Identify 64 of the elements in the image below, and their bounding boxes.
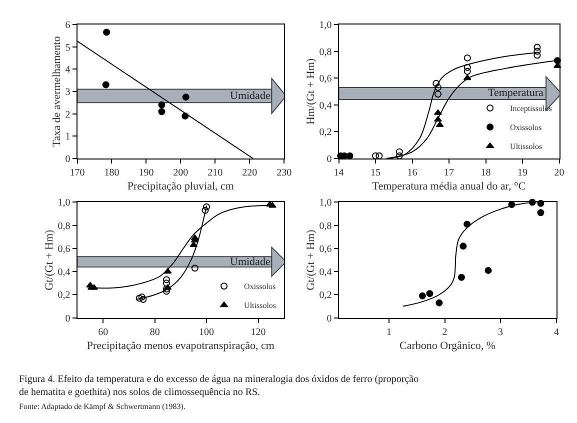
x-tick-label: 180 — [104, 168, 120, 179]
text: Figura 4. Efeito da temperatura e do excesso de água na mineralogia dos óxidos de ferro (proporção de hematita e goethita) nos solos de climossequência no RS. — [19, 374, 419, 398]
y-tick-label: 0,6 — [319, 74, 332, 85]
y-tick-label: 0 — [65, 154, 70, 166]
y-tick-label: 1,0 — [319, 198, 332, 209]
x-tick-label: 60 — [98, 326, 108, 338]
x-tick-label: 170 — [70, 168, 85, 179]
x-tick-label: 100 — [199, 326, 214, 338]
x-tick-label: 2 — [442, 326, 448, 338]
x-axis-title: Precipitação pluvial, cm — [127, 180, 234, 193]
y-tick-label: 0,2 — [58, 290, 70, 302]
y-tick-label: 1,0 — [58, 198, 70, 209]
y-tick-label: 1,0 — [319, 20, 332, 31]
legend-label: Ultissolos — [244, 301, 276, 310]
x-tick-label: 19 — [518, 168, 528, 179]
y-tick-label: 0,6 — [58, 244, 70, 255]
x-tick-label: 14 — [334, 168, 344, 179]
x-tick-label: 190 — [138, 168, 154, 179]
y-tick-label: 0 — [326, 313, 332, 324]
x-tick-label: 210 — [208, 168, 223, 179]
y-tick-label: 0,8 — [319, 46, 332, 58]
y-tick-label: 0,6 — [319, 244, 332, 255]
y-tick-label: 3 — [65, 86, 70, 98]
y-tick-label: 5 — [65, 42, 70, 54]
y-tick-label: 0,4 — [58, 267, 70, 278]
x-tick-label: 20 — [554, 168, 564, 179]
y-tick-label: 0,2 — [319, 290, 332, 302]
y-tick-label: 0 — [65, 313, 70, 324]
x-axis-title: Precipitação menos evapotranspiração, cm — [86, 340, 275, 352]
legend-label: Oxissolos — [510, 123, 542, 132]
y-axis-title: Hm/(Gt + Hm) — [304, 58, 317, 125]
x-tick-label: 230 — [276, 168, 292, 179]
y-axis-title: Gt/(Gt + Hm) — [304, 229, 317, 290]
x-tick-label: 15 — [370, 168, 380, 179]
x-tick-label: 1 — [386, 326, 392, 338]
y-tick-label: 0,8 — [58, 220, 70, 232]
x-tick-label: 18 — [480, 168, 491, 179]
band-label: Umidade — [230, 256, 270, 268]
x-tick-label: 220 — [242, 168, 258, 179]
legend-label: Ultissolos — [510, 142, 542, 152]
band-label: Temperatura — [488, 87, 544, 99]
y-tick-label: 0,4 — [319, 100, 332, 112]
x-tick-label: 120 — [250, 326, 266, 338]
band-label: Umidade — [230, 90, 270, 102]
y-tick-label: 4 — [65, 64, 70, 76]
y-tick-label: 1 — [65, 132, 70, 143]
y-tick-label: 0 — [326, 154, 332, 166]
source-note: Fonte: Adaptado de Kämpf & Schwertmann (1983). — [19, 402, 186, 411]
y-axis-title: Taxa de avermelhamento — [50, 36, 63, 147]
y-tick-label: 2 — [65, 109, 70, 120]
x-tick-label: 80 — [150, 326, 160, 338]
y-tick-label: 0,2 — [319, 127, 332, 138]
legend-label: Oxissolos — [244, 282, 276, 292]
x-tick-label: 200 — [173, 168, 188, 179]
y-axis-title: Gt/(Gt + Hm) — [43, 229, 56, 290]
y-tick-label: 0,8 — [319, 220, 332, 232]
x-axis-title: Carbono Orgânico, % — [400, 340, 496, 352]
x-tick-label: 4 — [554, 326, 559, 338]
y-tick-label: 6 — [65, 20, 70, 31]
y-tick-label: 0,4 — [319, 267, 332, 278]
x-tick-label: 17 — [444, 168, 454, 179]
x-tick-label: 3 — [498, 326, 504, 338]
x-tick-label: 16 — [407, 168, 418, 179]
x-axis-title: Temperatura média anual do ar, °C — [372, 180, 526, 193]
